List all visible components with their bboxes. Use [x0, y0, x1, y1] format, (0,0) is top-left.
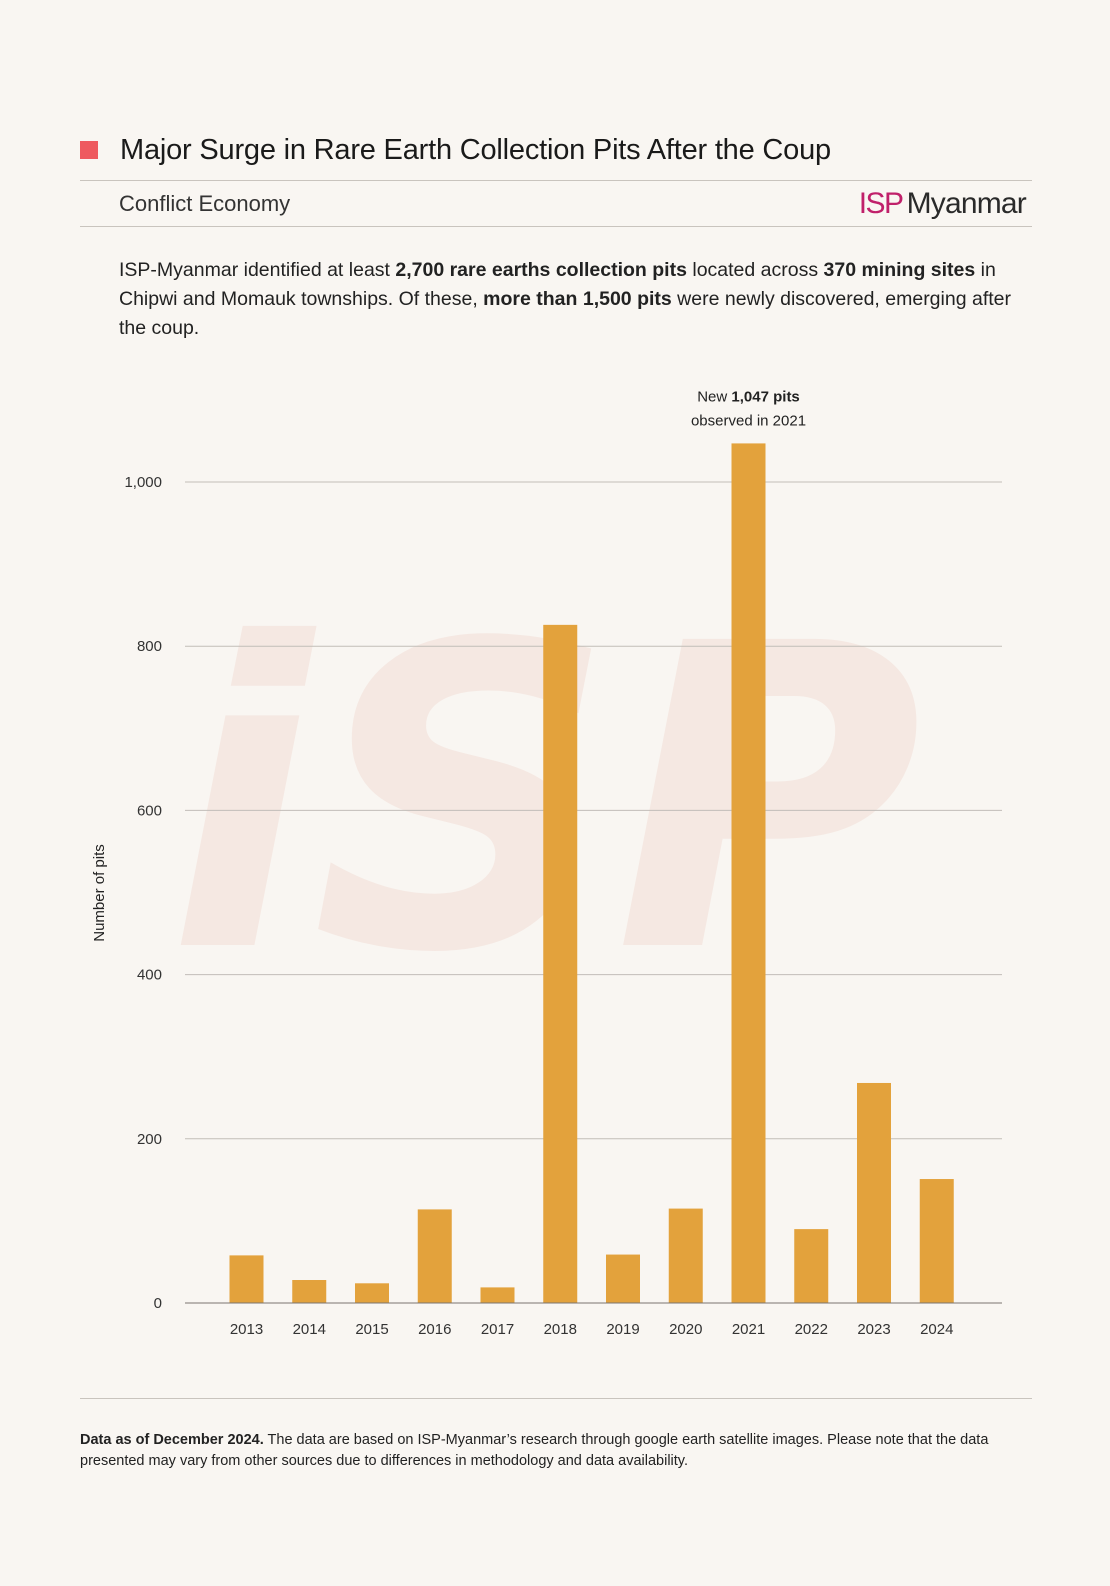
bar-2014: [292, 1280, 327, 1303]
y-tick-label: 200: [137, 1131, 162, 1148]
intro-text-4: were newly discovered, emerging after th…: [119, 288, 1011, 339]
bar-2023: [857, 1082, 891, 1303]
x-tick-label: 2023: [857, 1321, 890, 1338]
annotation-prefix: New: [697, 388, 731, 405]
bar-2013: [229, 1255, 264, 1303]
section-row: Conflict Economy ISP Myanmar: [119, 187, 1032, 221]
bar-2016: [417, 1209, 452, 1303]
x-tick-label: 2016: [418, 1321, 451, 1338]
y-tick-label: 0: [154, 1295, 162, 1312]
bar-2015: [355, 1283, 389, 1303]
x-tick-label: 2013: [230, 1321, 263, 1338]
intro-highlight-new: more than 1,500 pits: [483, 288, 672, 310]
y-tick-label: 600: [137, 802, 162, 819]
y-tick-label: 800: [137, 638, 162, 655]
intro-text-2: located across: [686, 259, 824, 281]
bar-2021: [731, 443, 766, 1304]
bars: [229, 443, 954, 1304]
y-axis-ticks: 0 200 400 600 800 1,000: [124, 474, 162, 1312]
logo-name-text: Myanmar: [906, 187, 1027, 220]
annotation-line-1: New 1,047 pits: [697, 388, 800, 405]
bar-2018: [543, 624, 578, 1303]
footer-note: Data as of December 2024. The data are b…: [80, 1430, 1032, 1472]
footer-divider: [80, 1398, 1032, 1399]
bar-2020: [668, 1208, 703, 1303]
bar-2022: [794, 1229, 829, 1303]
x-tick-label: 2019: [606, 1321, 639, 1338]
intro-text-3: in Chipwi and Momauk townships. Of these…: [119, 259, 996, 310]
x-tick-label: 2024: [920, 1321, 953, 1338]
x-tick-label: 2021: [732, 1321, 765, 1338]
y-tick-label: 1,000: [124, 474, 162, 491]
x-tick-label: 2015: [355, 1321, 388, 1338]
section-label: Conflict Economy: [119, 191, 291, 216]
intro-paragraph: ISP-Myanmar identified at least 2,700 ra…: [119, 256, 1039, 343]
x-tick-label: 2020: [669, 1321, 702, 1338]
brand-logo: ISP Myanmar: [858, 187, 1027, 221]
bar-2019: [606, 1254, 640, 1303]
annotation: New 1,047 pits observed in 2021: [691, 388, 806, 429]
x-tick-label: 2018: [544, 1321, 577, 1338]
intro-text-1: ISP-Myanmar identified at least: [119, 259, 396, 281]
header-divider-bottom: [80, 226, 1032, 227]
title-marker: [80, 141, 98, 159]
bar-2024: [919, 1179, 954, 1303]
footer-date: Data as of December 2024.: [80, 1432, 264, 1448]
footer-text: The data are based on ISP-Myanmar’s rese…: [80, 1432, 989, 1469]
intro-highlight-pits: 2,700 rare earths collection pits: [395, 259, 687, 281]
x-tick-label: 2022: [795, 1321, 828, 1338]
header: Major Surge in Rare Earth Collection Pit…: [80, 130, 1032, 170]
intro-highlight-sites: 370 mining sites: [823, 259, 976, 281]
page-title: Major Surge in Rare Earth Collection Pit…: [120, 133, 831, 166]
logo-isp-text: ISP: [858, 187, 904, 220]
x-axis-ticks: 2013 2014 2015 2016 2017 2018 2019 2020 2021 2022…: [230, 1321, 954, 1338]
x-tick-label: 2017: [481, 1321, 514, 1338]
y-axis-label: Number of pits: [91, 844, 108, 942]
y-tick-label: 400: [137, 967, 162, 984]
x-tick-label: 2014: [293, 1321, 326, 1338]
bar-2017: [480, 1287, 515, 1303]
annotation-line-2: observed in 2021: [691, 412, 806, 429]
title-row: Major Surge in Rare Earth Collection Pit…: [80, 130, 1032, 170]
header-divider-top: [80, 180, 1032, 181]
annotation-value: 1,047 pits: [731, 388, 799, 405]
